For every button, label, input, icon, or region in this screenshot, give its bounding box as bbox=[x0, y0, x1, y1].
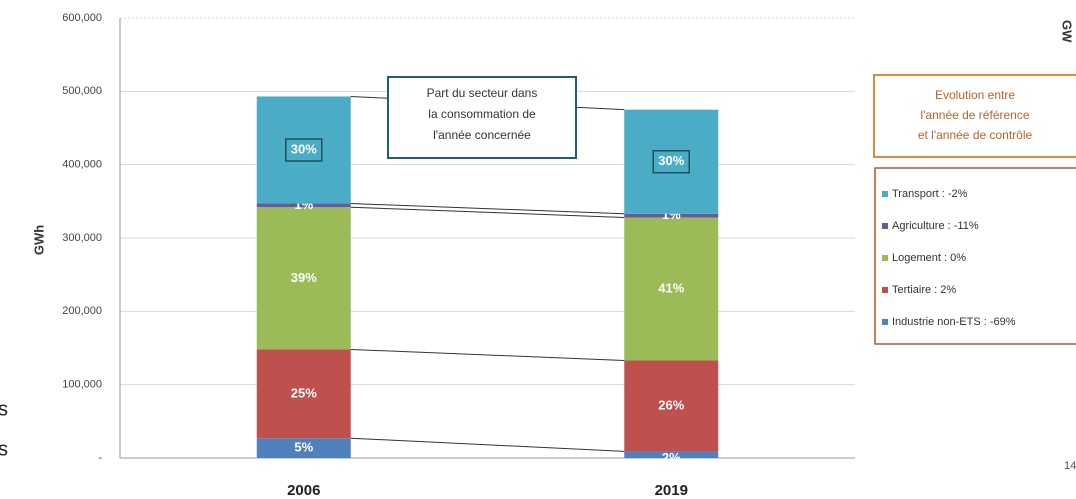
x-tick-label: 2006 bbox=[287, 482, 320, 499]
bar-segment bbox=[256, 207, 351, 350]
callout-text: Part du secteur dans bbox=[427, 86, 538, 100]
segment-label: 5% bbox=[294, 440, 313, 455]
legend-label: Logement : 0% bbox=[892, 252, 966, 264]
segment-label: 39% bbox=[291, 270, 317, 285]
y-axis-label: GWh bbox=[31, 225, 46, 255]
segment-label: 30% bbox=[291, 141, 317, 156]
legend-label: Industrie non-ETS : -69% bbox=[892, 316, 1016, 328]
segment-label: 41% bbox=[658, 280, 684, 295]
legend-title-box bbox=[873, 74, 1076, 158]
callout-box bbox=[387, 76, 577, 159]
bar-segment bbox=[256, 438, 351, 458]
y-tick-label: - bbox=[98, 452, 102, 464]
connector bbox=[350, 437, 625, 452]
legend-swatch bbox=[882, 255, 888, 261]
connector bbox=[350, 348, 625, 361]
bar-segment bbox=[624, 360, 719, 452]
fragment: s bbox=[0, 398, 8, 420]
bar-segment bbox=[624, 213, 719, 218]
share-box bbox=[652, 149, 690, 174]
y-tick-label: 400,000 bbox=[62, 159, 102, 171]
legend-label: Agriculture : -11% bbox=[892, 220, 979, 232]
bar-segment bbox=[624, 217, 719, 361]
bar-segment bbox=[256, 96, 351, 204]
segment-label: 30% bbox=[658, 153, 684, 168]
share-box bbox=[285, 138, 323, 162]
fragment: s bbox=[0, 438, 8, 460]
segment-label: 25% bbox=[291, 385, 317, 400]
legend-label: Transport : -2% bbox=[892, 188, 968, 200]
fragment: 14 bbox=[1064, 460, 1076, 472]
legend-swatch bbox=[882, 191, 888, 197]
bar-segment bbox=[624, 109, 719, 214]
legend-title: Evolution entre bbox=[935, 88, 1015, 102]
legend-title: et l'année de contrôle bbox=[918, 128, 1033, 142]
fragment: GW bbox=[1060, 20, 1075, 43]
connector bbox=[350, 203, 625, 215]
y-tick-label: 200,000 bbox=[62, 305, 102, 317]
y-tick-label: 500,000 bbox=[62, 85, 102, 97]
connector bbox=[350, 206, 625, 218]
x-tick-label: 2019 bbox=[655, 482, 688, 499]
segment-label: 2% bbox=[662, 450, 681, 465]
legend-swatch bbox=[882, 223, 888, 229]
y-tick-label: 100,000 bbox=[62, 379, 102, 391]
bar-segment bbox=[624, 451, 719, 458]
legend-box bbox=[874, 167, 1076, 345]
callout-text: l'année concernée bbox=[433, 128, 531, 142]
callout-text: la consommation de bbox=[428, 107, 536, 121]
legend-title: l'année de référence bbox=[920, 108, 1029, 122]
bar-segment bbox=[256, 349, 351, 439]
y-tick-label: 300,000 bbox=[62, 232, 102, 244]
legend-swatch bbox=[882, 287, 888, 293]
bar-segment bbox=[256, 203, 351, 208]
y-tick-label: 600,000 bbox=[62, 12, 102, 24]
legend-label: Tertiaire : 2% bbox=[892, 284, 956, 296]
legend-swatch bbox=[882, 319, 888, 325]
segment-label: 26% bbox=[658, 397, 684, 412]
